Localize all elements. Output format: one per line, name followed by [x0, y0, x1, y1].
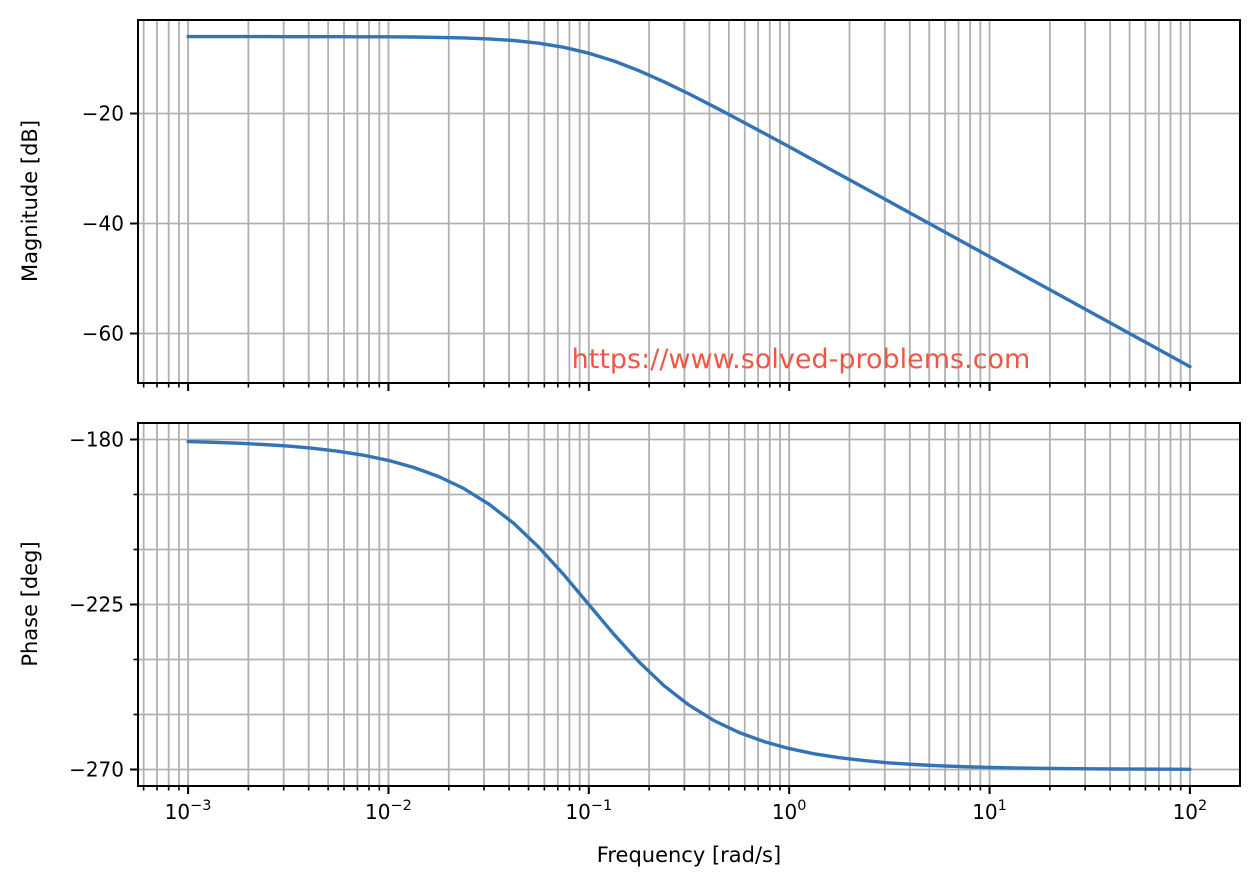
x-tick-label: 10−2 [365, 798, 412, 824]
x-tick-label: 10−1 [565, 798, 612, 824]
y-tick-label: −180 [69, 428, 124, 452]
x-tick-label: 101 [972, 798, 1007, 824]
y-tick-label: −40 [82, 212, 124, 236]
magnitude-frame [137, 19, 1241, 384]
y-tick-label: −60 [82, 322, 124, 346]
phase-subplot: 10−3 10−2 10−1 100 101 102 −180 −225 −270 [69, 422, 1241, 825]
y-tick-label: −270 [69, 758, 124, 782]
x-tick-label: 10−3 [165, 798, 212, 824]
phase-grid [138, 423, 1240, 786]
x-tick-label: 102 [1173, 798, 1208, 824]
frequency-axis-label: Frequency [rad/s] [596, 843, 782, 867]
magnitude-subplot: −20 −40 −60 [82, 19, 1241, 391]
y-tick-label: −225 [69, 593, 124, 617]
y-tick-label: −20 [82, 102, 124, 126]
phase-axis-label: Phase [deg] [18, 541, 42, 667]
x-tick-label: 100 [772, 798, 807, 824]
phase-ticks: 10−3 10−2 10−1 100 101 102 −180 −225 −270 [69, 428, 1207, 825]
watermark-url: https://www.solved-problems.com [571, 344, 1031, 375]
phase-curve [186, 439, 1192, 771]
magnitude-axis-label: Magnitude [dB] [18, 119, 42, 283]
magnitude-grid [138, 20, 1240, 383]
magnitude-ticks: −20 −40 −60 [82, 102, 1191, 391]
magnitude-curve [186, 34, 1192, 369]
